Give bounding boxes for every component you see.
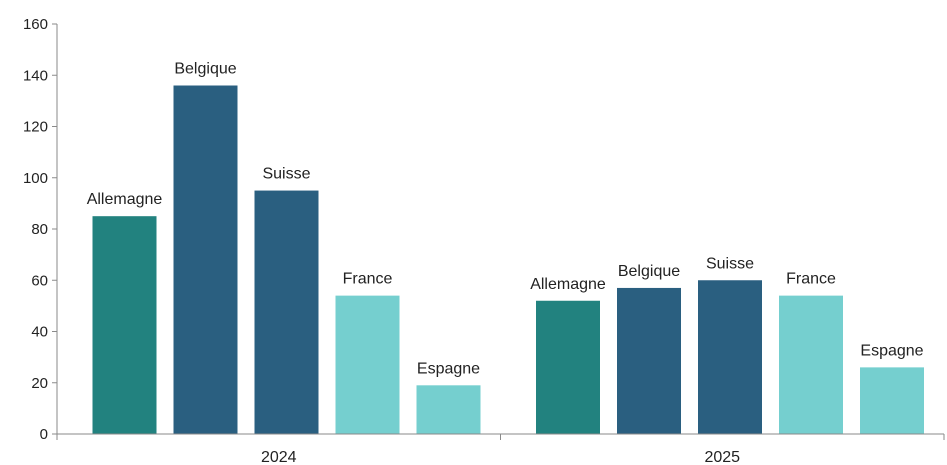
x-group-label: 2024 [261,449,297,465]
bar-2025-france [779,295,843,434]
bar-label: Espagne [417,360,480,377]
bar-label: Belgique [174,61,236,78]
x-group-label: 2025 [704,449,740,465]
bar-2024-suisse [254,190,319,434]
bar-2025-suisse [698,280,762,434]
x-axis: 2024 2025 [56,433,945,465]
bar-label: France [343,271,393,288]
bar-label: France [786,271,836,288]
y-tick-label: 120 [23,119,48,136]
y-tick-label: 40 [31,324,48,341]
bar-label: Suisse [706,255,754,272]
y-tick-label: 140 [23,67,48,84]
bar-2024-belgique [173,85,238,434]
bar-label: Allemagne [530,276,606,293]
y-tick-label: 20 [31,375,48,392]
bar-label: Suisse [262,166,310,183]
bar-2025-espagne [860,367,924,434]
bar-2024-france [335,295,400,434]
y-tick-label: 60 [31,272,48,289]
y-tick-label: 80 [31,221,48,238]
bar-label: Belgique [618,263,680,280]
bar-2025-belgique [617,287,681,434]
bar-2024-allemagne [92,216,157,434]
y-tick-label: 100 [23,170,48,187]
y-tick-label: 0 [40,426,48,443]
y-tick-label: 160 [23,16,48,33]
bar-2025-allemagne [536,300,600,434]
bar-2024-espagne [416,385,481,434]
y-axis: 0 20 40 60 80 100 120 140 160 [23,16,58,443]
bar-label: Espagne [860,342,923,359]
bar-label: Allemagne [87,191,163,208]
bars: Allemagne Belgique Suisse France Espagne Alle… [87,61,924,434]
